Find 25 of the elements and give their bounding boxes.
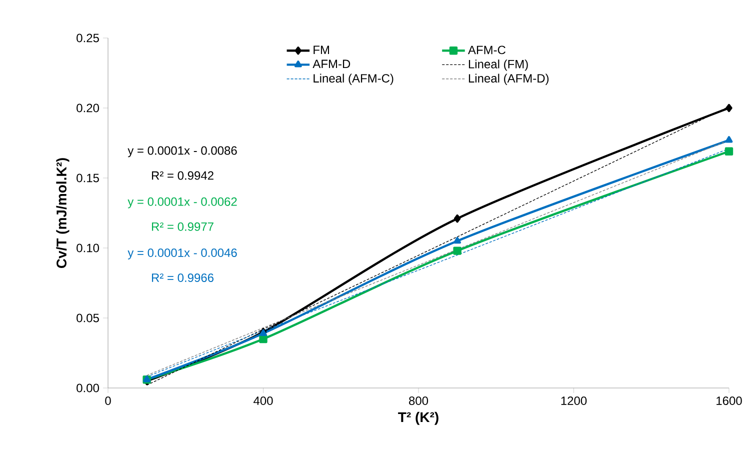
legend-label: AFM-D — [312, 60, 350, 68]
x-tick-label: 800 — [409, 396, 428, 406]
y-tick-label: 0.20 — [76, 104, 100, 112]
legend-label: FM — [314, 46, 329, 54]
annotation: R² = 0.9977 — [152, 222, 214, 231]
x-tick-label: 400 — [254, 396, 273, 406]
annotation: R² = 0.9966 — [152, 273, 214, 282]
y-tick-label: 0.05 — [76, 314, 99, 322]
x-tick-label: 0 — [105, 396, 111, 406]
y-tick-label: 0.00 — [76, 384, 100, 392]
y-tick-label: 0.15 — [76, 174, 99, 182]
annotation: y = 0.0001x - 0.0062 — [128, 197, 237, 208]
annotation: R² = 0.9942 — [152, 171, 214, 180]
legend-label: Lineal (FM) — [468, 60, 528, 71]
y-tick-label: 0.25 — [76, 34, 99, 42]
x-tick-label: 1600 — [716, 396, 742, 406]
annotation: y = 0.0001x - 0.0086 — [128, 146, 237, 158]
y-tick-label: 0.10 — [76, 244, 100, 252]
x-tick-label: 1200 — [561, 396, 587, 406]
legend-label: Lineal (AFM-D) — [468, 74, 549, 85]
legend-label: AFM-C — [468, 46, 506, 54]
legend-label: Lineal (AFM-C) — [314, 74, 394, 85]
annotation: y = 0.0001x - 0.0046 — [128, 248, 237, 260]
x-axis-title: T² (K²) — [398, 412, 438, 425]
y-axis-title: Cv/T (mJ/mol.K²) — [56, 158, 70, 268]
